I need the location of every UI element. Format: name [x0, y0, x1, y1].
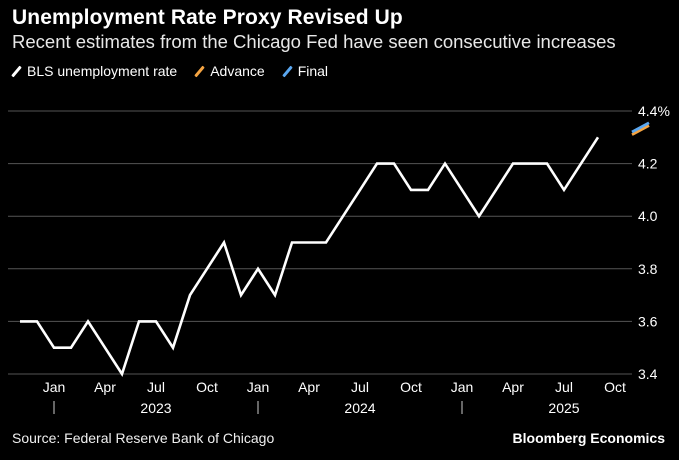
brand-label: Bloomberg Economics [512, 430, 665, 446]
x-tick-label: Jan [451, 379, 474, 395]
chart-legend: BLS unemployment rate Advance Final [11, 63, 346, 79]
year-label: 2025 [548, 400, 579, 416]
legend-item-final: Final [281, 63, 329, 79]
legend-item-bls: BLS unemployment rate [11, 63, 178, 79]
series-line-advance [631, 124, 650, 136]
x-tick-label: Jul [555, 379, 573, 395]
y-tick-label: 3.6 [638, 313, 658, 329]
x-tick-label: Jul [147, 379, 165, 395]
x-tick-label: Jul [351, 379, 369, 395]
x-tick-label: Apr [94, 379, 116, 395]
x-tick-label: Oct [604, 379, 626, 395]
chart-title: Unemployment Rate Proxy Revised Up [12, 6, 403, 29]
chart-subtitle: Recent estimates from the Chicago Fed ha… [12, 31, 616, 52]
x-tick-label: Oct [400, 379, 422, 395]
legend-label-final: Final [297, 63, 329, 79]
year-label: 2024 [344, 400, 375, 416]
y-tick-label: 3.4 [638, 366, 658, 382]
x-tick-label: Apr [298, 379, 320, 395]
y-tick-label: 4.0 [638, 208, 658, 224]
legend-item-advance: Advance [194, 63, 265, 79]
series-line-final [631, 121, 650, 134]
x-tick-label: Oct [196, 379, 218, 395]
x-tick-label: Jan [43, 379, 66, 395]
y-tick-label: 4.4% [638, 103, 670, 119]
y-tick-label: 4.2 [638, 156, 658, 172]
y-tick-label: 3.8 [638, 261, 658, 277]
x-tick-label: Jan [247, 379, 270, 395]
source-note: Source: Federal Reserve Bank of Chicago [12, 430, 275, 446]
x-tick-label: Apr [502, 379, 524, 395]
series-line-bls-unemployment-rate [20, 136, 600, 378]
legend-label-bls: BLS unemployment rate [27, 63, 178, 79]
year-label: 2023 [140, 400, 171, 416]
legend-label-advance: Advance [210, 63, 265, 79]
